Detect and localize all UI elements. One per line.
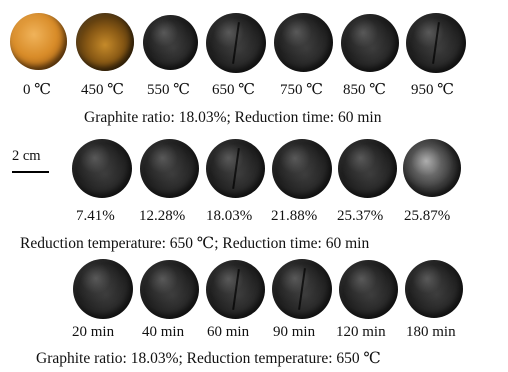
- label-120min: 120 min: [336, 324, 386, 340]
- label-550c: 550 ℃: [147, 82, 191, 98]
- label-40min: 40 min: [142, 324, 185, 340]
- label-90min: 90 min: [273, 324, 316, 340]
- label-60min: 60 min: [207, 324, 250, 340]
- scale-label: 2 cm: [12, 148, 41, 164]
- label-950c: 950 ℃: [411, 82, 455, 98]
- pellet-650c: [206, 13, 266, 73]
- label-25-37: 25.37%: [337, 208, 384, 224]
- pellet-90min: [272, 259, 332, 319]
- pellet-750c: [274, 13, 333, 72]
- label-750c: 750 ℃: [280, 82, 324, 98]
- pellet-25-87: [403, 139, 461, 197]
- pellet-850c: [341, 14, 399, 72]
- label-0c: 0 ℃: [23, 82, 52, 98]
- label-7-41: 7.41%: [76, 208, 115, 224]
- label-20min: 20 min: [72, 324, 115, 340]
- label-12-28: 12.28%: [139, 208, 186, 224]
- scale-bar: [12, 171, 49, 173]
- pellet-7-41: [72, 139, 132, 198]
- pellet-950c: [406, 13, 466, 73]
- pellet-20min: [73, 259, 133, 319]
- pellet-60min: [206, 260, 265, 319]
- pellet-25-37: [338, 139, 397, 198]
- label-21-88: 21.88%: [271, 208, 318, 224]
- pellet-12-28: [140, 139, 199, 198]
- pellet-0c: [10, 13, 67, 70]
- pellet-40min: [140, 260, 199, 319]
- pellet-550c: [143, 15, 198, 70]
- caption-temperature-series: Graphite ratio: 18.03%; Reduction time: …: [84, 109, 382, 126]
- pellet-21-88: [272, 139, 332, 199]
- pellet-120min: [339, 260, 398, 319]
- pellet-18-03: [206, 139, 265, 198]
- pellet-180min: [405, 260, 463, 318]
- label-25-87: 25.87%: [404, 208, 451, 224]
- label-18-03: 18.03%: [206, 208, 253, 224]
- caption-time-series: Graphite ratio: 18.03%; Reduction temper…: [36, 350, 381, 367]
- label-450c: 450 ℃: [81, 82, 125, 98]
- label-850c: 850 ℃: [343, 82, 387, 98]
- label-650c: 650 ℃: [212, 82, 256, 98]
- label-180min: 180 min: [406, 324, 456, 340]
- pellet-450c: [76, 13, 134, 71]
- caption-graphite-series: Reduction temperature: 650 ℃; Reduction …: [20, 235, 370, 252]
